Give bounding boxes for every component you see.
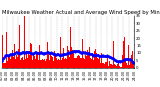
Text: Milwaukee Weather Actual and Average Wind Speed by Minute mph (Last 24 Hours): Milwaukee Weather Actual and Average Win… — [2, 10, 160, 15]
